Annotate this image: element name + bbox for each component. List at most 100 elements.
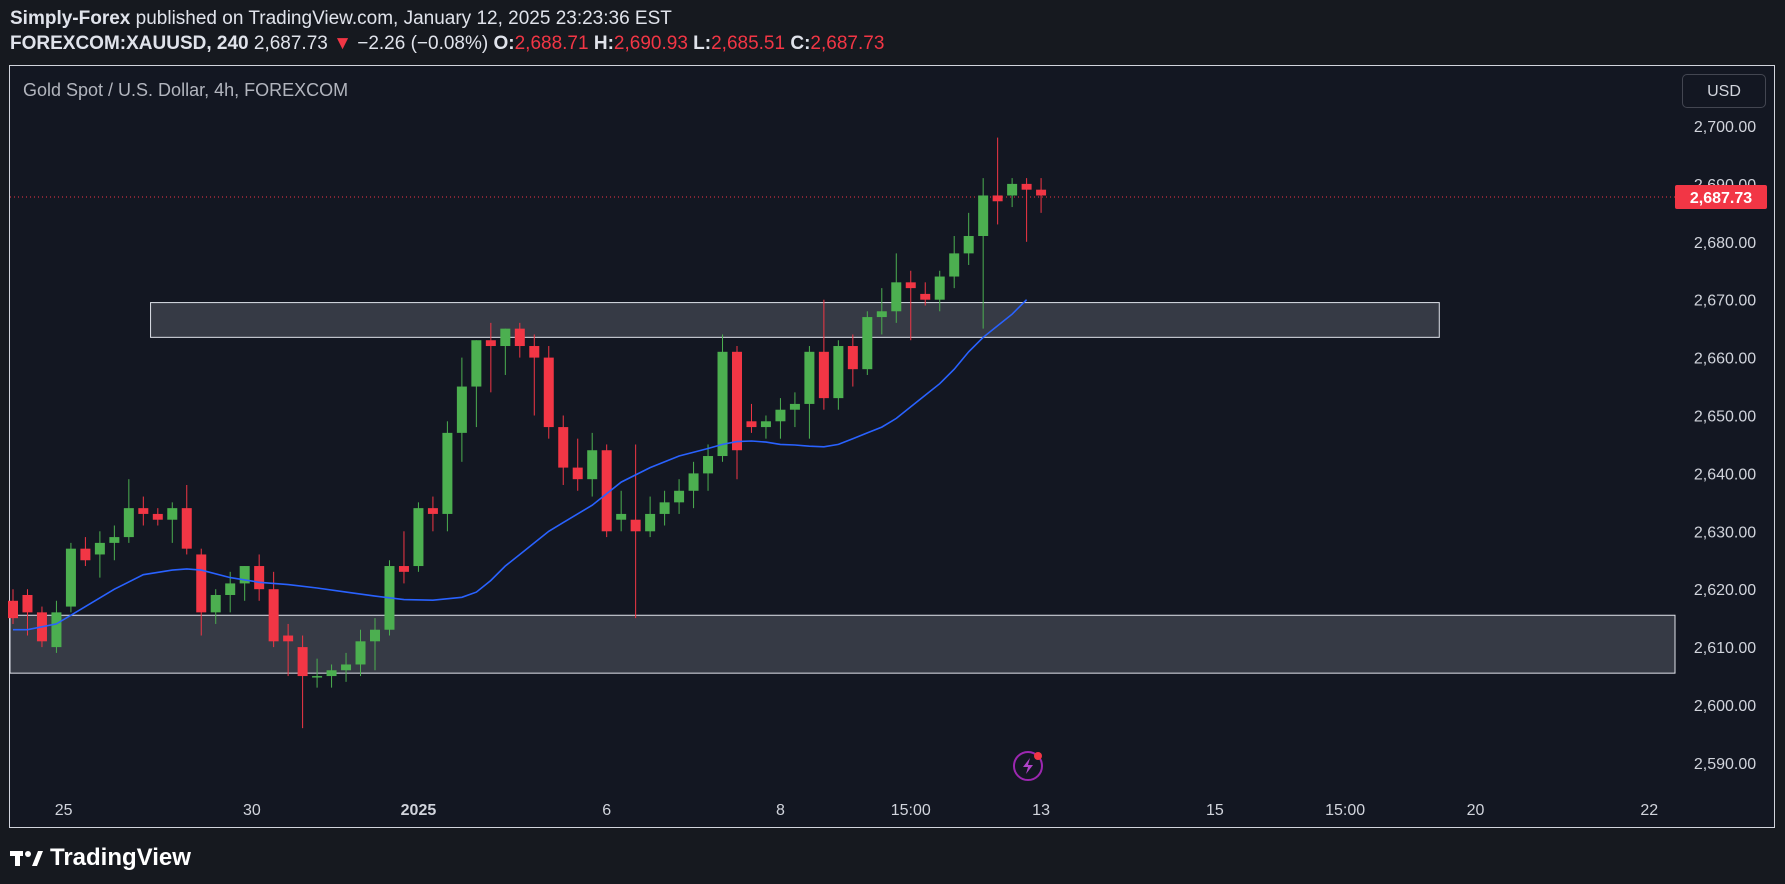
candle[interactable] (891, 253, 902, 323)
candle[interactable] (978, 178, 989, 329)
candle-body (94, 542, 105, 555)
candle[interactable] (152, 508, 163, 526)
support-zone[interactable] (9, 614, 1676, 674)
candle[interactable] (514, 322, 525, 358)
candle[interactable] (210, 589, 221, 624)
lightning-icon[interactable] (1013, 751, 1043, 781)
candle-body (123, 508, 134, 538)
candle[interactable] (717, 334, 728, 462)
candle[interactable] (529, 334, 540, 416)
candle[interactable] (760, 415, 771, 439)
candle[interactable] (789, 392, 800, 428)
candle[interactable] (341, 652, 352, 682)
tradingview-footer[interactable]: TradingView (10, 843, 191, 873)
candle[interactable] (616, 490, 627, 532)
candle-body (1007, 183, 1018, 196)
candle[interactable] (254, 554, 265, 601)
candle[interactable] (167, 502, 178, 543)
candle[interactable] (65, 542, 76, 613)
candle[interactable] (934, 270, 945, 312)
candle[interactable] (703, 444, 714, 491)
candle-body (239, 566, 250, 584)
y-tick-label: 2,610.00 (1694, 640, 1756, 657)
candle-body (587, 450, 598, 480)
candle[interactable] (138, 496, 149, 526)
candle[interactable] (1036, 178, 1047, 213)
resistance-zone[interactable] (150, 302, 1440, 338)
candle[interactable] (326, 664, 337, 688)
candle[interactable] (630, 444, 641, 619)
candle[interactable] (601, 444, 612, 538)
candle[interactable] (543, 346, 554, 439)
candle[interactable] (1007, 178, 1018, 208)
candle-body (760, 421, 771, 428)
candle[interactable] (746, 403, 757, 433)
candle[interactable] (427, 496, 438, 532)
candle-body (818, 351, 829, 399)
candle[interactable] (804, 346, 815, 439)
candle[interactable] (370, 618, 380, 671)
candle[interactable] (659, 490, 670, 526)
candle[interactable] (413, 502, 424, 572)
candle[interactable] (123, 479, 134, 543)
candle[interactable] (196, 548, 207, 636)
candle[interactable] (775, 398, 786, 439)
candle[interactable] (732, 346, 742, 480)
candle[interactable] (312, 658, 323, 688)
candle[interactable] (297, 635, 308, 729)
candle[interactable] (22, 589, 33, 636)
candle[interactable] (268, 571, 279, 648)
candle[interactable] (905, 270, 916, 341)
candle[interactable] (398, 531, 409, 584)
candle-body (833, 346, 844, 399)
candle[interactable] (442, 421, 453, 532)
candle[interactable] (992, 137, 1003, 225)
author-name[interactable]: Simply-Forex (10, 8, 131, 29)
candle[interactable] (558, 415, 569, 485)
candle[interactable] (471, 340, 482, 428)
candle[interactable] (355, 629, 366, 677)
candle[interactable] (862, 311, 873, 375)
candle-body (138, 508, 149, 514)
close-value: 2,687.73 (810, 33, 885, 54)
candle[interactable] (949, 236, 960, 289)
candle-body (630, 519, 641, 532)
candle[interactable] (645, 496, 656, 538)
candle[interactable] (485, 322, 496, 393)
time-axis: 25 30 2025 6 8 15:00 13 15 15:00 20 22 (55, 802, 1658, 819)
candle-body (1021, 183, 1032, 190)
y-tick-label: 2,650.00 (1694, 409, 1756, 426)
tradingview-brand: TradingView (50, 844, 191, 871)
candle[interactable] (963, 212, 974, 265)
candle[interactable] (674, 479, 685, 514)
candle[interactable] (80, 537, 91, 567)
candle-body (891, 282, 902, 312)
candle[interactable] (500, 328, 511, 375)
candle-body (862, 317, 873, 370)
candle[interactable] (94, 531, 105, 578)
currency-button[interactable]: USD (1682, 74, 1766, 108)
candle[interactable] (225, 571, 236, 613)
candle-body (485, 340, 496, 347)
candle[interactable] (1021, 178, 1032, 242)
high-label: H: (593, 33, 614, 54)
candle[interactable] (847, 334, 858, 387)
x-tick-label: 25 (55, 802, 73, 819)
candle[interactable] (688, 461, 699, 509)
candle[interactable] (876, 288, 887, 335)
chart-frame[interactable] (9, 65, 1775, 828)
candle[interactable] (239, 566, 250, 601)
candle[interactable] (833, 340, 844, 410)
candle[interactable] (181, 484, 192, 555)
candle[interactable] (920, 282, 931, 306)
candle[interactable] (283, 623, 294, 677)
candle[interactable] (51, 600, 62, 653)
candle-body (543, 357, 554, 428)
candle[interactable] (818, 299, 829, 410)
candle[interactable] (456, 357, 467, 462)
candle[interactable] (572, 438, 583, 491)
candle[interactable] (109, 525, 120, 561)
candle[interactable] (587, 432, 598, 497)
candle[interactable] (8, 589, 18, 624)
